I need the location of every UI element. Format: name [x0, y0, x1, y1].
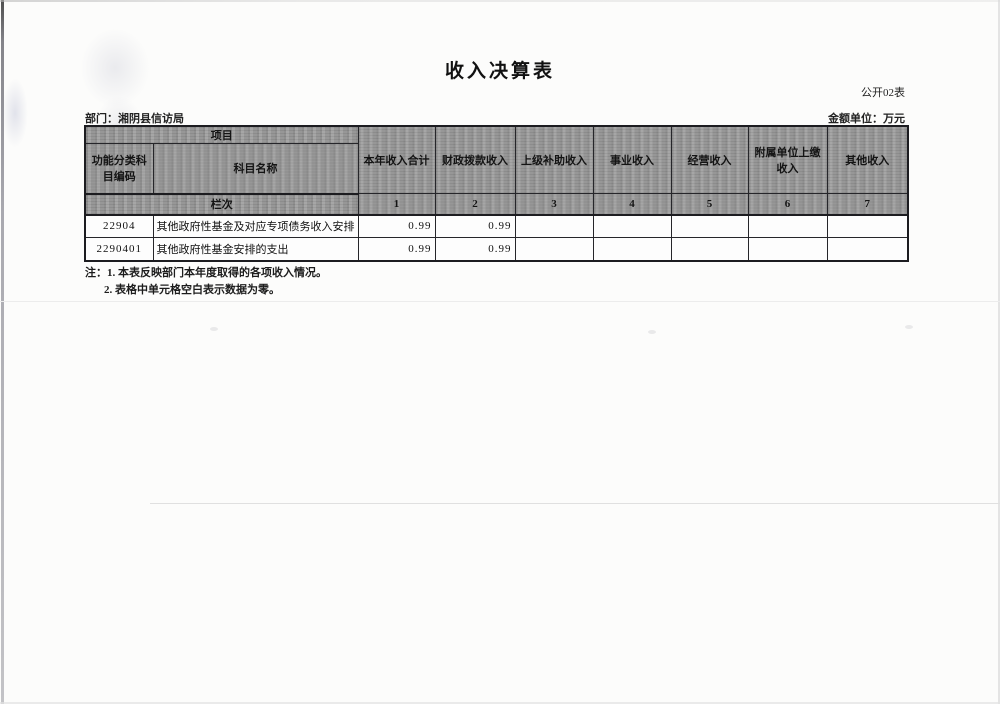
value-cell: [514, 237, 594, 261]
scan-speck: [648, 330, 656, 334]
function-code-cell: 22904: [84, 214, 154, 238]
scan-speck: [905, 325, 913, 329]
value-cell: [826, 214, 909, 238]
column-header-superior-subsidy: 上级补助收入: [514, 125, 594, 194]
value-cell: [514, 214, 594, 238]
income-statement-table: 项目 本年收入合计 财政拨款收入 上级补助收入 事业收入 经营收入 附属单位上缴…: [84, 125, 909, 262]
scan-edge-artifact-bottom: [0, 702, 1000, 704]
value-cell: [747, 214, 828, 238]
value-cell: [826, 237, 909, 261]
value-cell: [670, 237, 749, 261]
lane-number: 7: [826, 193, 909, 216]
department-label: 部门：湘阴县信访局: [85, 113, 184, 125]
lane-number: 5: [670, 193, 749, 216]
column-header-function-code: 功能分类科目编码: [84, 143, 154, 195]
column-header-institution-income: 事业收入: [592, 125, 672, 194]
footnote-line-2: 2. 表格中单元格空白表示数据为零。: [104, 284, 280, 296]
column-header-subject-name: 科目名称: [152, 143, 359, 195]
form-code-label: 公开02表: [861, 87, 905, 99]
page-title: 收入决算表: [444, 61, 555, 82]
column-header-other-income: 其他收入: [826, 125, 909, 194]
scan-smudge: [80, 28, 150, 108]
column-header-affiliate-remittance: 附属单位上缴收入: [747, 125, 828, 194]
scan-line-artifact: [150, 503, 1000, 504]
lane-number: 3: [514, 193, 594, 216]
lane-number: 1: [357, 193, 436, 216]
lane-number: 6: [747, 193, 828, 216]
value-cell: 0.99: [434, 237, 516, 261]
scan-speck: [210, 327, 218, 331]
footnote-line-1: 注：1. 本表反映部门本年度取得的各项收入情况。: [85, 267, 327, 279]
subject-name-cell: 其他政府性基金及对应专项债务收入安排: [152, 214, 359, 238]
function-code-cell: 2290401: [84, 237, 154, 261]
scan-edge-artifact-right: [998, 0, 1000, 704]
column-header-total-income: 本年收入合计: [357, 125, 436, 194]
subject-name-cell: 其他政府性基金安排的支出: [152, 237, 359, 261]
value-cell: 0.99: [357, 214, 436, 238]
scan-smudge: [2, 78, 28, 148]
project-header-cell: 项目: [84, 125, 359, 144]
amount-unit-label: 金额单位：万元: [828, 113, 905, 125]
value-cell: [592, 214, 672, 238]
table-row: 22904 其他政府性基金及对应专项债务收入安排 0.99 0.99: [84, 214, 909, 238]
scan-line-artifact: [0, 301, 1000, 302]
value-cell: 0.99: [434, 214, 516, 238]
scan-edge-artifact-left: [1, 0, 4, 704]
value-cell: 0.99: [357, 237, 436, 261]
column-header-fiscal-appropriation: 财政拨款收入: [434, 125, 516, 194]
value-cell: [670, 214, 749, 238]
table-row: 2290401 其他政府性基金安排的支出 0.99 0.99: [84, 237, 909, 261]
value-cell: [747, 237, 828, 261]
lane-label-cell: 栏次: [84, 193, 359, 216]
lane-number: 2: [434, 193, 516, 216]
lane-number: 4: [592, 193, 672, 216]
scan-edge-artifact-top: [0, 0, 1000, 2]
column-header-operating-income: 经营收入: [670, 125, 749, 194]
value-cell: [592, 237, 672, 261]
